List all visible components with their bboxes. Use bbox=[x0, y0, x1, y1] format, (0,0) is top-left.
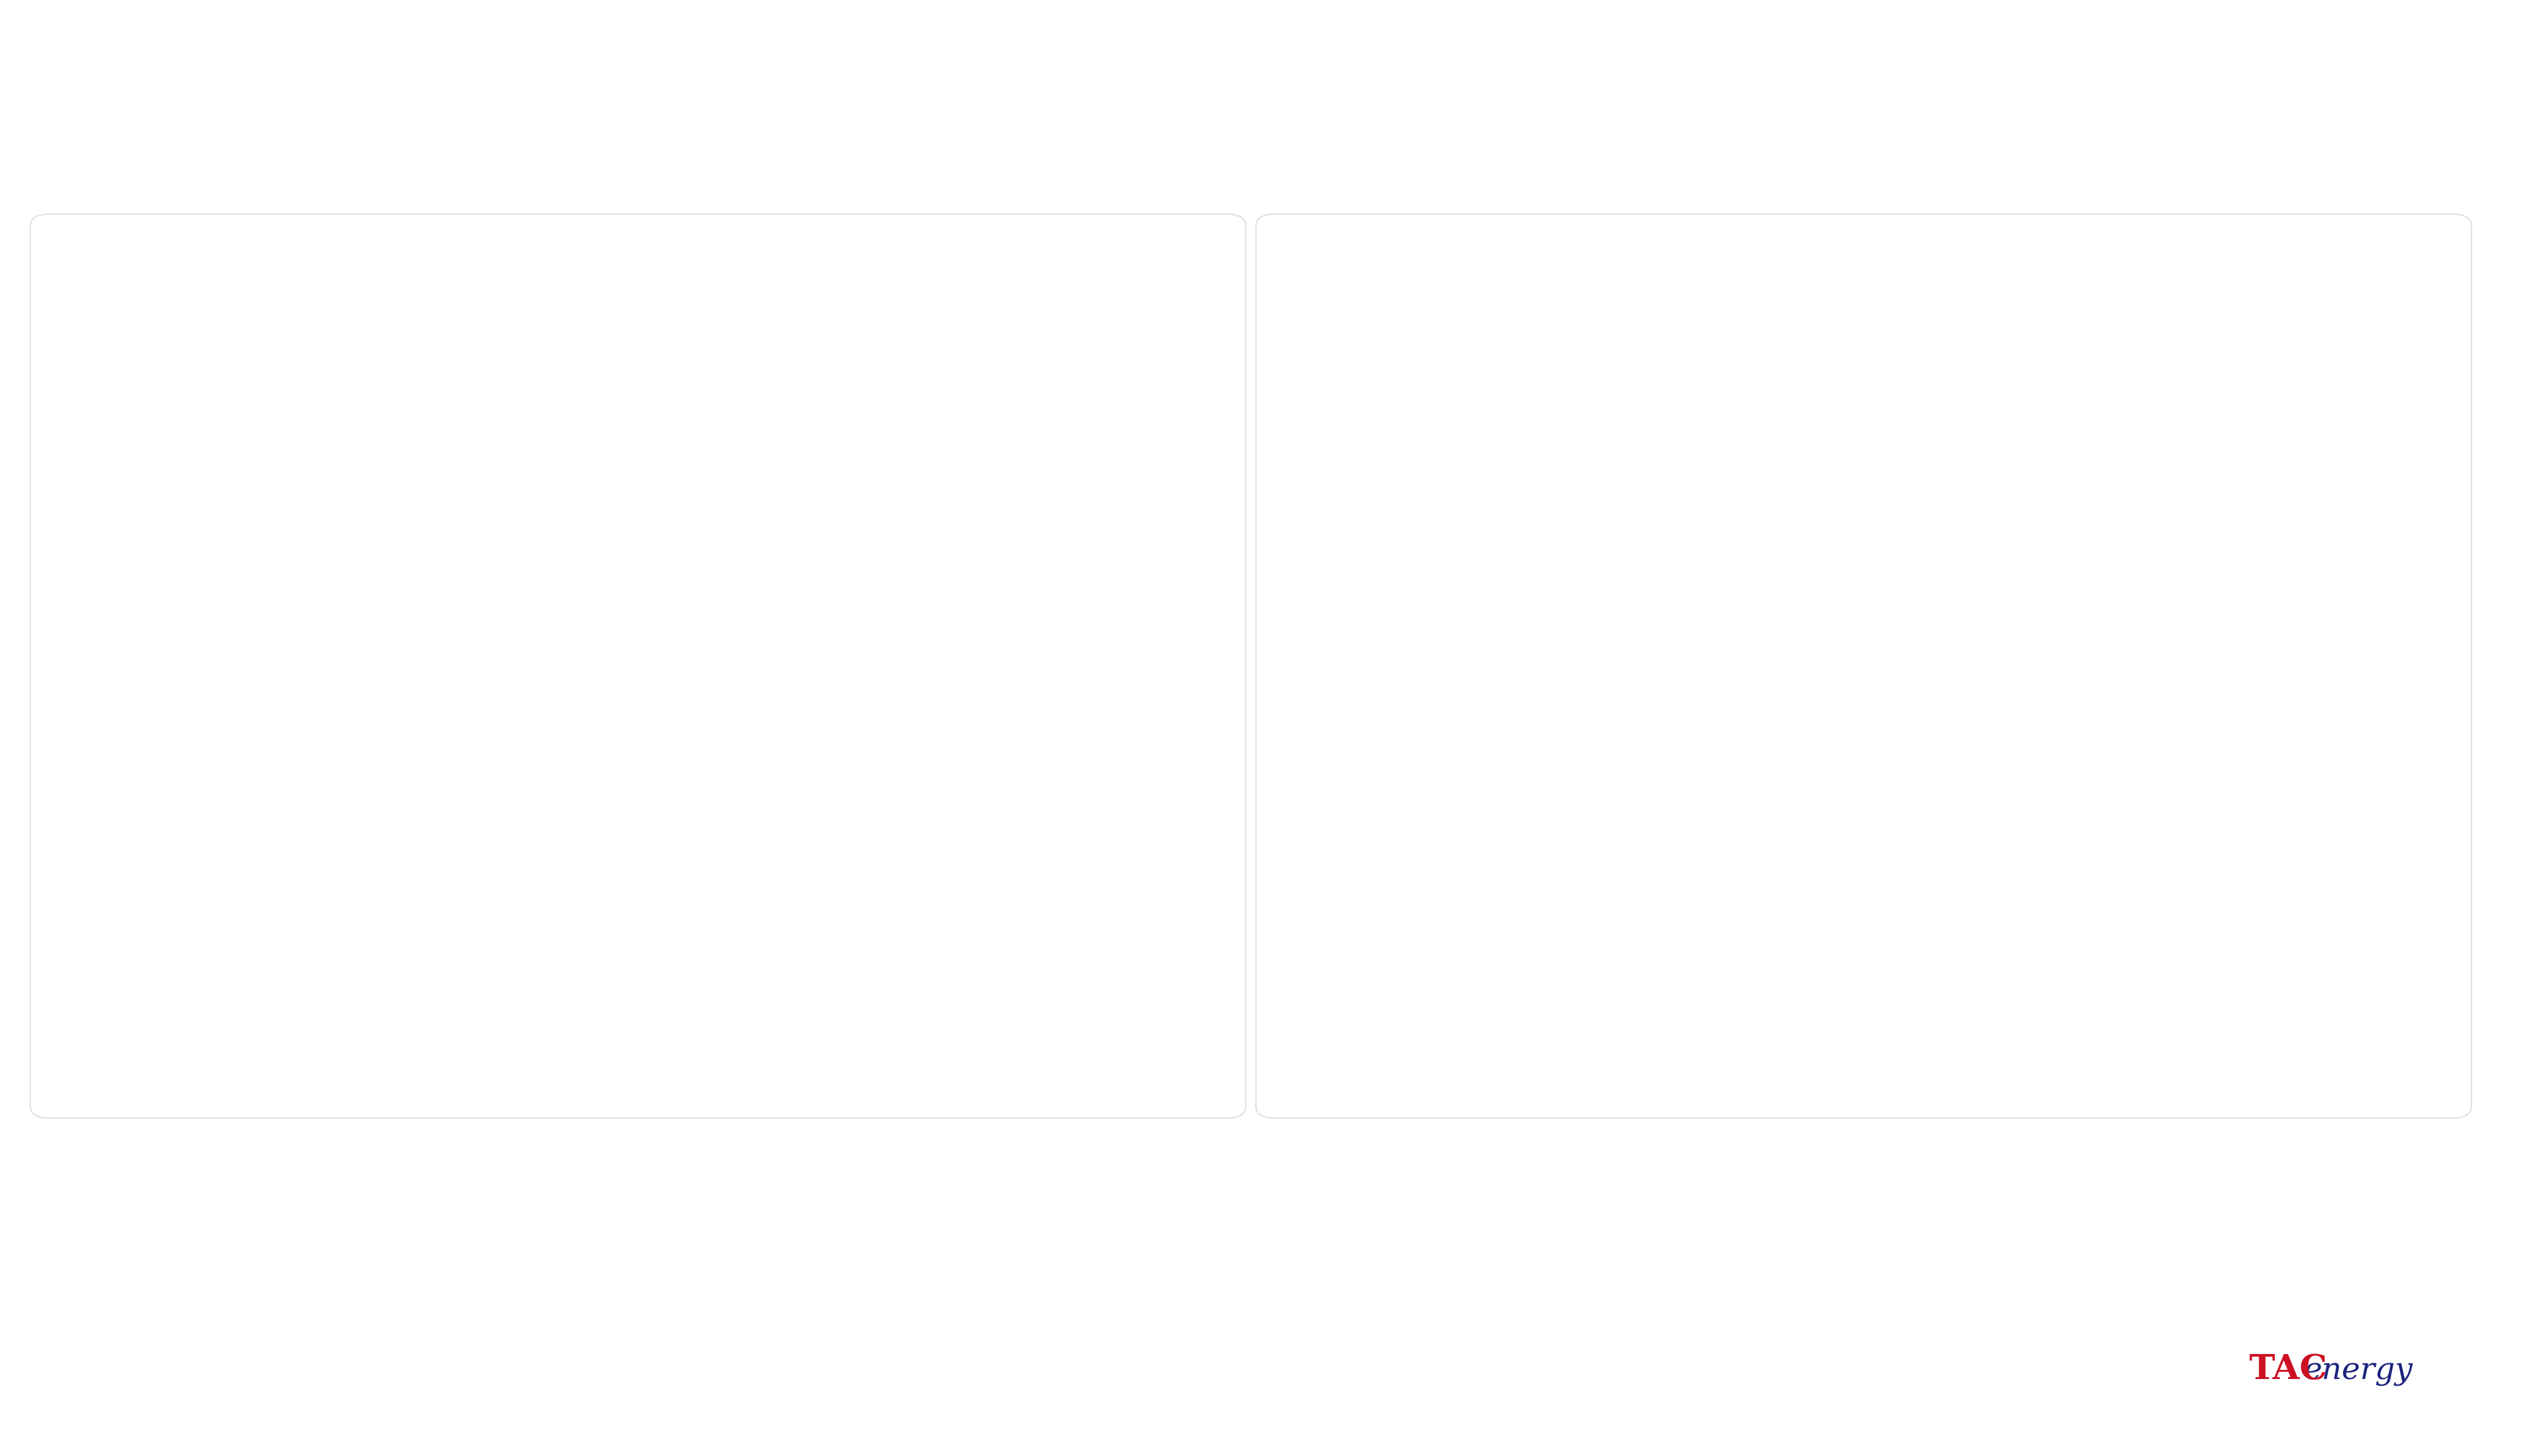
Text: energy: energy bbox=[2305, 1357, 2413, 1386]
Point bbox=[1597, 993, 1637, 1016]
Point bbox=[399, 997, 440, 1021]
Point bbox=[286, 997, 326, 1021]
Point bbox=[1610, 993, 1650, 1016]
Text: (kbd): (kbd) bbox=[1890, 376, 1938, 393]
Point bbox=[308, 997, 349, 1021]
Point bbox=[245, 997, 286, 1021]
Point bbox=[1617, 993, 1658, 1016]
Point bbox=[1554, 993, 1595, 1016]
Point bbox=[384, 997, 425, 1021]
Point bbox=[392, 997, 432, 1021]
Point bbox=[1450, 993, 1491, 1016]
Point bbox=[1471, 993, 1511, 1016]
Point bbox=[329, 997, 369, 1021]
Point bbox=[1491, 993, 1531, 1016]
Point bbox=[225, 997, 265, 1021]
Point bbox=[349, 997, 389, 1021]
Point bbox=[202, 997, 243, 1021]
Title: Refinery Thruput Capacity PADD 5: Refinery Thruput Capacity PADD 5 bbox=[1686, 383, 2143, 406]
Point bbox=[371, 997, 412, 1021]
Legend: 2025, 2024, 2023, Avg. [20-24], Range [20-24]: 2025, 2024, 2023, Avg. [20-24], Range [2… bbox=[1673, 307, 2156, 323]
Point bbox=[1574, 993, 1615, 1016]
Point bbox=[1511, 993, 1552, 1016]
Title: Refinery Thruput Capacity PADD 4: Refinery Thruput Capacity PADD 4 bbox=[460, 383, 917, 406]
Text: TAC: TAC bbox=[2249, 1353, 2327, 1386]
Point bbox=[1534, 993, 1574, 1016]
Text: (kbd): (kbd) bbox=[665, 376, 713, 393]
Legend: 2025, 2024, 2023, Avg. [20-24], Range [20-24]: 2025, 2024, 2023, Avg. [20-24], Range [2… bbox=[447, 307, 930, 323]
Point bbox=[1428, 993, 1468, 1016]
Point bbox=[1625, 993, 1665, 1016]
Point bbox=[265, 997, 306, 1021]
